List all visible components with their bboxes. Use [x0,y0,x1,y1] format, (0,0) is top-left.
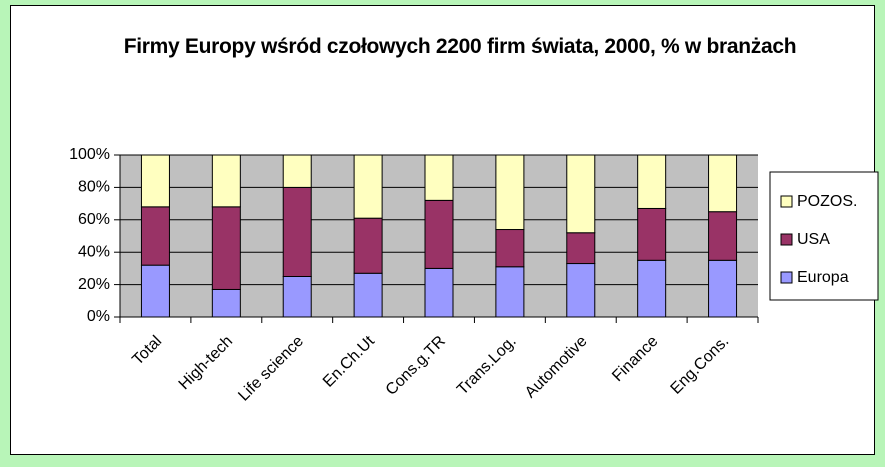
bar-segment [708,259,738,318]
y-tick-label: 80% [78,179,110,196]
x-tick-label: Trans.Log. [454,333,520,399]
bar-segment [708,154,738,213]
legend-label: POZOS. [797,193,857,210]
bar-segment [211,206,241,290]
bar-segment [140,206,170,266]
y-tick-label: 40% [78,243,110,260]
bar-segment [495,229,525,268]
bar-segment [566,154,596,234]
legend-label: USA [797,231,830,248]
bar-segment [637,207,667,261]
bar-segment [140,154,170,208]
bar-segment [211,154,241,208]
bar-segment [424,199,454,269]
bar-segment [282,154,312,188]
bar-segment [424,154,454,201]
legend-label: Europa [797,269,849,286]
y-tick-label: 100% [69,146,110,163]
legend-swatch [780,271,793,284]
bar-segment [211,288,241,318]
bar-segment [353,217,383,274]
bar-segment [424,267,454,318]
x-tick-label: Automotive [522,333,591,402]
x-tick-label: En.Ch.Ut [320,332,378,390]
legend-swatch [780,195,793,208]
bar-segment [282,186,312,277]
y-tick-label: 60% [78,211,110,228]
bar-segment [353,272,383,318]
x-tick-label: Life science [235,333,307,405]
x-tick-label: Finance [609,333,661,385]
bar-segment [566,232,596,265]
x-tick-label: Eng.Cons. [668,333,733,398]
bar-segment [637,259,667,318]
bar-segment [708,211,738,261]
bar-segment [495,154,525,231]
y-tick-label: 0% [87,308,110,325]
x-tick-label: High-tech [176,333,236,393]
bar-segment [566,263,596,318]
y-tick-label: 20% [78,276,110,293]
chart-title: Firmy Europy wśród czołowych 2200 firm ś… [123,35,797,58]
x-tick-label: Total [129,333,165,369]
bar-segment [495,266,525,318]
x-tick-label: Cons.g.TR [383,333,449,399]
bar-segment [637,154,667,209]
legend-swatch [780,233,793,246]
bar-segment [282,276,312,318]
bar-segment [353,154,383,219]
bar-segment [140,264,170,318]
